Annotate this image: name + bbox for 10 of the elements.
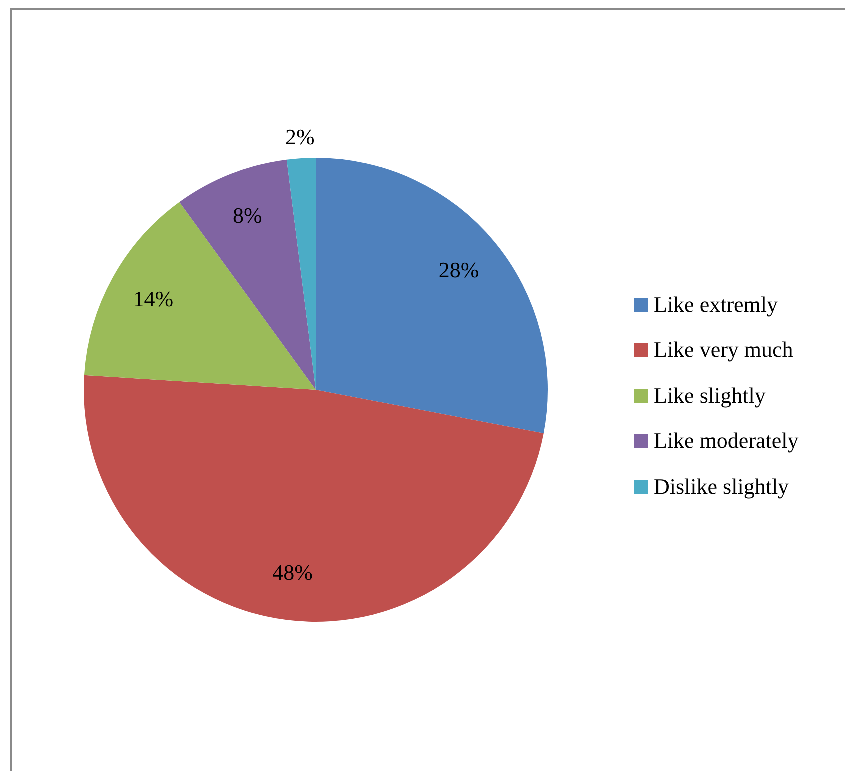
- data-label: 8%: [233, 203, 262, 228]
- legend-label: Like extremly: [654, 292, 778, 318]
- legend-label: Like slightly: [654, 382, 766, 409]
- legend-label: Like very much: [654, 337, 794, 364]
- data-label: 28%: [438, 257, 480, 282]
- legend-label: Dislike slightly: [654, 474, 790, 500]
- data-label: 48%: [272, 560, 313, 585]
- data-label: 2%: [286, 124, 315, 150]
- legend-label: Like moderately: [654, 428, 799, 454]
- data-label: 14%: [133, 286, 174, 312]
